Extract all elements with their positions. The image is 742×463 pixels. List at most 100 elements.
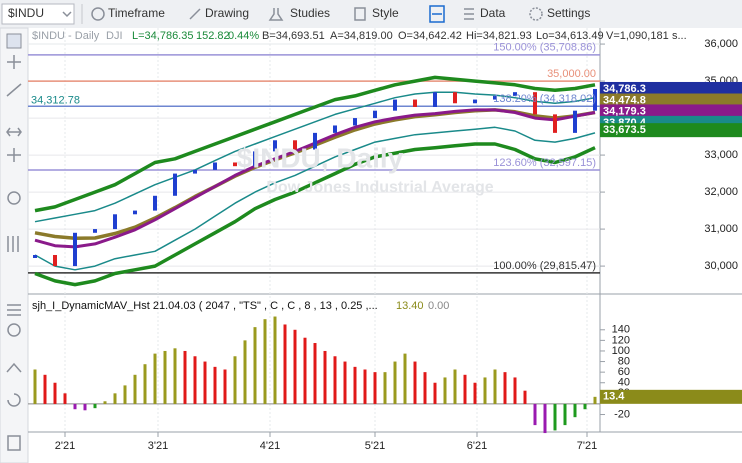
quote-value: Hi=34,821.93 <box>466 30 532 42</box>
price-marker-label: 34,474.8 <box>603 94 646 106</box>
candle <box>73 232 77 267</box>
histogram-bar <box>273 316 277 404</box>
quote-value: V=1,090,181 <box>606 30 669 42</box>
band-line <box>34 126 596 271</box>
histogram-bar <box>203 361 207 404</box>
y-tick-label: 36,000 <box>704 38 738 50</box>
dropdown-arrow <box>62 11 72 18</box>
histogram-bar <box>533 403 537 426</box>
fib-level-label: 150.00% (35,708.86) <box>493 42 596 54</box>
histogram-bar <box>133 374 137 404</box>
candle <box>213 162 217 170</box>
menu-item[interactable]: Timeframe <box>108 6 165 20</box>
histogram-bar <box>343 361 347 404</box>
hline-tool[interactable] <box>6 127 22 137</box>
x-tick-label: 2'21 <box>55 440 75 452</box>
undo-tool[interactable] <box>7 393 21 407</box>
style-icon <box>354 7 366 21</box>
histogram-bar <box>513 377 517 404</box>
symbol: $INDU <box>8 6 44 20</box>
band-line <box>34 91 596 223</box>
quote-value: 0.44% <box>228 30 259 42</box>
menu-item[interactable]: Studies <box>290 6 330 20</box>
chart-title: $INDU - Daily <box>32 30 100 42</box>
delete-tool[interactable] <box>7 435 21 451</box>
candle <box>253 151 257 167</box>
histogram-bar <box>443 377 447 404</box>
drawing-icon <box>189 8 201 20</box>
side-icons <box>6 33 22 451</box>
timeframe-icon <box>91 7 105 21</box>
studies-icon <box>268 8 284 21</box>
fib-level-label: 100.00% (29,815.47) <box>493 260 596 272</box>
histogram-bar <box>543 403 547 434</box>
histogram-bar <box>243 340 247 404</box>
menu-item[interactable]: Data <box>480 6 506 20</box>
circle-tool[interactable] <box>7 191 21 205</box>
candle <box>193 169 197 174</box>
candle <box>33 254 37 258</box>
settings-icon <box>529 7 543 21</box>
histogram-bar <box>263 319 267 404</box>
y-tick-label: -20 <box>614 408 630 420</box>
fib-tool[interactable] <box>7 304 21 316</box>
candle <box>53 254 57 267</box>
y-tick-label: 31,000 <box>704 223 738 235</box>
pattern-tool[interactable] <box>6 362 22 373</box>
histogram-bar <box>173 348 177 404</box>
candle <box>293 140 297 150</box>
price-marker-label: 34,786.3 <box>603 83 646 95</box>
price-marker-label: 34,179.3 <box>603 105 646 117</box>
x-tick-label: 7'21 <box>577 440 597 452</box>
price-marker <box>600 123 742 138</box>
price-marker <box>600 81 742 96</box>
menu-item[interactable]: Settings <box>547 6 590 20</box>
candle <box>413 99 417 107</box>
histogram-bar <box>383 372 387 404</box>
histogram-bar <box>583 403 587 410</box>
x-tick-label: 3'21 <box>148 440 168 452</box>
histogram-bar <box>223 369 227 404</box>
watermark: $INDU, Daily <box>237 142 404 173</box>
price-marker <box>600 93 742 108</box>
line-tool[interactable] <box>6 83 22 97</box>
candle <box>593 88 597 111</box>
bars-tool[interactable] <box>7 236 19 252</box>
histogram-bar <box>53 382 57 404</box>
symbol-input[interactable] <box>1 3 75 25</box>
histogram-bar <box>113 393 117 404</box>
candle <box>173 173 177 196</box>
band-line <box>34 142 596 287</box>
candle <box>533 92 537 115</box>
cursor-tool[interactable] <box>6 33 22 49</box>
quote-value: A=34,819.00 <box>330 30 393 42</box>
study-readout: 13.40 <box>396 300 424 312</box>
candle <box>473 99 477 104</box>
histogram-bar <box>143 364 147 404</box>
menu-item[interactable]: Drawing <box>205 6 249 20</box>
study-title: sjh_I_DynamicMAV_Hst 21.04.03 ( 2047 , "… <box>32 300 378 312</box>
vline-tool[interactable] <box>7 148 21 162</box>
histogram-bar <box>83 403 87 411</box>
layout-icon[interactable] <box>429 5 445 23</box>
menu-item[interactable]: Style <box>372 6 399 20</box>
candle <box>373 110 377 119</box>
histogram-bar <box>123 385 127 404</box>
quote-value: O=34,642.42 <box>398 30 462 42</box>
y-tick-label: 32,000 <box>704 186 738 198</box>
y-tick-label: 33,000 <box>704 149 738 161</box>
crosshair-tool[interactable] <box>7 55 21 69</box>
histogram-bar <box>103 401 107 404</box>
histogram-bar <box>63 393 67 404</box>
cycle-tool[interactable] <box>7 323 21 337</box>
study-readout: 0.00 <box>428 300 449 312</box>
histogram-bar <box>43 374 47 404</box>
histogram-bar <box>293 329 297 404</box>
watermark-subtitle: Dow Jones Industrial Average <box>266 179 493 196</box>
histogram-bar <box>233 356 237 404</box>
quote-value: s... <box>672 30 687 42</box>
histogram-bar <box>373 372 377 404</box>
histogram-bar <box>353 366 357 404</box>
quote-value: 152.82 <box>196 30 230 42</box>
